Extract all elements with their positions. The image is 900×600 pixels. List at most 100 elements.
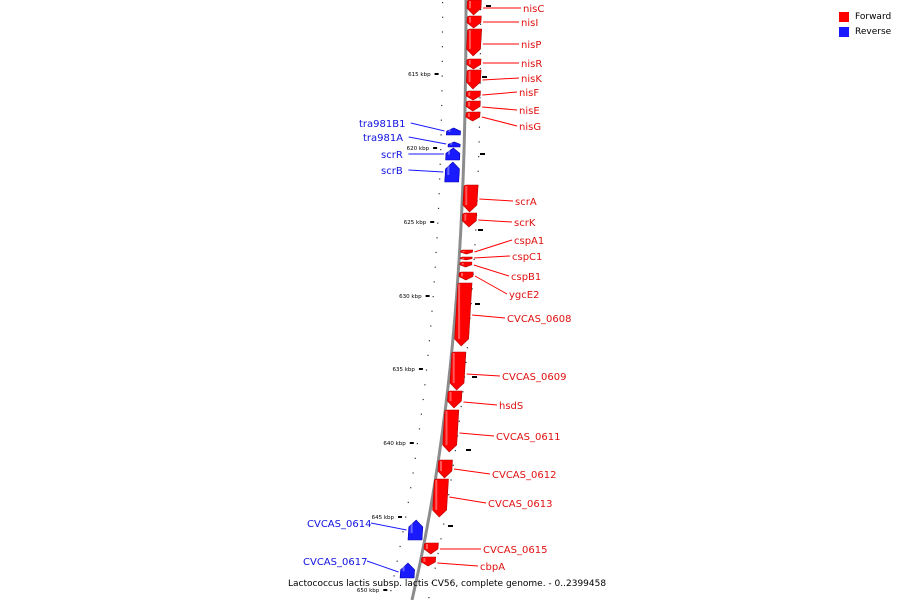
gene-label-nisG[interactable]: nisG xyxy=(519,122,541,133)
gene-label-CVCAS_0608[interactable]: CVCAS_0608 xyxy=(507,314,571,325)
gene-label-ygcE2[interactable]: ygcE2 xyxy=(509,290,539,301)
gene-arrow-CVCAS_0609[interactable] xyxy=(449,351,467,391)
gene-highlight xyxy=(449,392,452,401)
gene-label-CVCAS_0617[interactable]: CVCAS_0617 xyxy=(303,557,367,568)
gene-label-scrA[interactable]: scrA xyxy=(515,197,537,208)
gene-highlight xyxy=(468,60,471,65)
gene-arrow-CVCAS_0613[interactable] xyxy=(432,478,449,518)
gene-label-tra981B1[interactable]: tra981B1 xyxy=(359,119,405,130)
tick-mark xyxy=(478,229,483,231)
gene-arrow-tra981B1[interactable] xyxy=(445,127,461,136)
gene-arrow-nisC[interactable] xyxy=(466,0,482,16)
gene-label-nisP[interactable]: nisP xyxy=(521,40,541,51)
forward-swatch xyxy=(839,11,849,22)
scale-dot xyxy=(471,288,473,290)
scale-dot xyxy=(440,538,442,540)
scale-dot xyxy=(448,494,450,496)
gene-arrow-nisE[interactable] xyxy=(465,100,481,112)
scale-dot xyxy=(396,560,398,562)
gene-label-CVCAS_0614[interactable]: CVCAS_0614 xyxy=(307,519,371,530)
gene-label-nisI[interactable]: nisI xyxy=(521,18,538,29)
scale-dot xyxy=(478,156,480,158)
tick-label: 615 kbp xyxy=(408,72,431,78)
gene-arrow-scrK[interactable] xyxy=(461,212,478,228)
gene-highlight xyxy=(458,284,461,339)
gene-arrow-nisG[interactable] xyxy=(465,111,481,122)
gene-label-scrB[interactable]: scrB xyxy=(381,166,403,177)
gene-arrow-scrB[interactable] xyxy=(444,161,460,183)
scale-dot xyxy=(441,31,444,33)
gene-label-CVCAS_0611[interactable]: CVCAS_0611 xyxy=(496,432,560,443)
gene-label-nisF[interactable]: nisF xyxy=(519,88,539,99)
gene-label-nisR[interactable]: nisR xyxy=(521,59,542,70)
gene-arrow-nisK[interactable] xyxy=(466,69,482,90)
tick-mark xyxy=(448,525,453,527)
gene-highlight xyxy=(445,411,448,445)
gene-label-CVCAS_0613[interactable]: CVCAS_0613 xyxy=(488,499,552,510)
gene-highlight xyxy=(423,558,426,562)
gene-labels: nisC nisI nisP nisR nisK nisF nisE nisG tra981B1… xyxy=(303,4,571,573)
tick-label: 630 kbp xyxy=(399,294,422,300)
gene-arrow-scrR[interactable] xyxy=(445,147,461,161)
gene-highlight xyxy=(447,149,450,155)
gene-arrow-CVCAS_0615[interactable] xyxy=(423,542,439,555)
gene-arrow-nisI[interactable] xyxy=(466,15,482,29)
gene-label-CVCAS_0615[interactable]: CVCAS_0615 xyxy=(483,545,547,556)
gene-label-CVCAS_0612[interactable]: CVCAS_0612 xyxy=(492,470,556,481)
gene-arrow-cspB1[interactable] xyxy=(459,261,473,268)
gene-arrow-CVCAS_0614[interactable] xyxy=(407,519,424,541)
gene-label-cspC1[interactable]: cspC1 xyxy=(512,252,542,263)
gene-label-CVCAS_0609[interactable]: CVCAS_0609 xyxy=(502,372,566,383)
gene-highlight xyxy=(468,102,471,107)
label-leader xyxy=(472,314,506,319)
gene-arrow-nisR[interactable] xyxy=(466,58,482,70)
gene-label-cspB1[interactable]: cspB1 xyxy=(511,272,541,283)
scale-dot xyxy=(440,119,442,121)
gene-arrow-nisP[interactable] xyxy=(466,28,483,57)
label-leader-lines xyxy=(366,7,521,573)
scale-dot xyxy=(474,244,476,246)
scale-dot xyxy=(442,2,444,4)
gene-arrow-CVCAS_0611[interactable] xyxy=(442,409,460,453)
gene-arrow-hsdS[interactable] xyxy=(447,390,463,409)
legend-reverse-label: Reverse xyxy=(855,26,892,37)
label-leader xyxy=(482,91,518,96)
scale-dot xyxy=(478,141,480,143)
gene-arrow-nisF[interactable] xyxy=(465,90,481,101)
scale-dot xyxy=(443,523,445,525)
gene-label-cspA1[interactable]: cspA1 xyxy=(514,236,544,247)
scale-dot xyxy=(436,237,438,239)
gene-highlight xyxy=(464,214,467,221)
label-leader xyxy=(474,239,513,253)
gene-arrow-CVCAS_0617[interactable] xyxy=(399,562,415,579)
scale-dot xyxy=(465,361,467,363)
gene-label-nisE[interactable]: nisE xyxy=(519,106,540,117)
tick-label: 625 kbp xyxy=(404,220,427,226)
reverse-swatch xyxy=(839,26,849,37)
gene-label-hsdS[interactable]: hsdS xyxy=(499,401,523,412)
gene-label-scrR[interactable]: scrR xyxy=(381,150,403,161)
gene-arrow-CVCAS_0612[interactable] xyxy=(437,459,453,479)
gene-highlight xyxy=(462,258,465,259)
scale-dot xyxy=(425,369,428,371)
gene-arrow-tra981A[interactable] xyxy=(447,141,461,148)
gene-arrow-cspC1[interactable] xyxy=(459,256,473,261)
gene-arrow-CVCAS_0608[interactable] xyxy=(454,282,473,347)
gene-label-nisC[interactable]: nisC xyxy=(523,4,544,15)
scale-dot xyxy=(462,391,464,393)
tick-mark xyxy=(383,589,388,591)
gene-label-scrK[interactable]: scrK xyxy=(514,218,536,229)
gene-highlight xyxy=(467,113,470,117)
scale-dot xyxy=(473,258,475,261)
tick-label: 635 kbp xyxy=(392,367,415,373)
gene-arrow-cspA1[interactable] xyxy=(460,249,474,255)
gene-arrow-ygcE2[interactable] xyxy=(458,271,474,281)
gene-label-nisK[interactable]: nisK xyxy=(521,74,542,85)
scale-dot xyxy=(432,296,434,298)
gene-label-cbpA[interactable]: cbpA xyxy=(480,562,505,573)
gene-label-tra981A[interactable]: tra981A xyxy=(363,133,403,144)
gene-arrow-scrA[interactable] xyxy=(462,184,479,213)
gene-arrow-cbpA[interactable] xyxy=(421,556,437,567)
gene-highlight xyxy=(469,1,471,9)
